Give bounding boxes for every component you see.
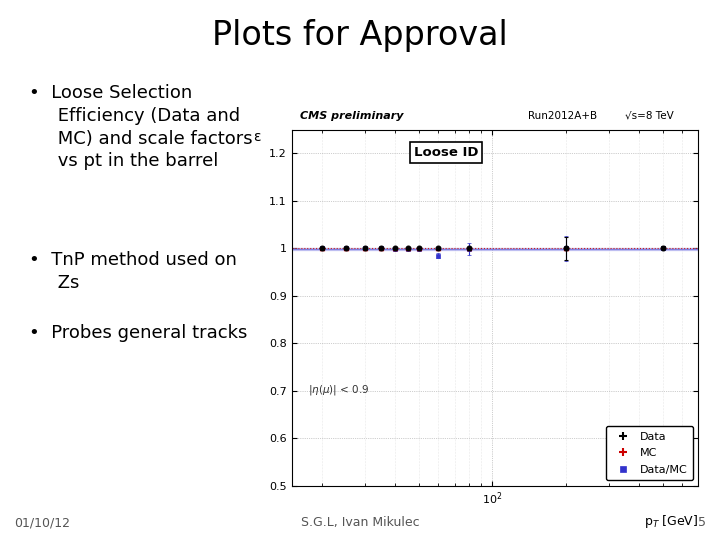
Text: S.G.L, Ivan Mikulec: S.G.L, Ivan Mikulec [301,516,419,529]
Text: •  TnP method used on
     Zs: • TnP method used on Zs [29,251,237,292]
Text: p$_T$ [GeV]: p$_T$ [GeV] [644,513,698,530]
Text: Run2012A+B: Run2012A+B [528,111,597,121]
Text: Plots for Approval: Plots for Approval [212,19,508,52]
Text: •  Probes general tracks: • Probes general tracks [29,324,247,342]
Text: •  Loose Selection
     Efficiency (Data and
     MC) and scale factors
     vs : • Loose Selection Efficiency (Data and M… [29,84,253,171]
Text: 5: 5 [698,516,706,529]
Text: |$\eta$($\mu$)| < 0.9: |$\eta$($\mu$)| < 0.9 [308,383,369,397]
Text: Loose ID: Loose ID [414,146,478,159]
Text: ε: ε [253,130,261,144]
Text: √s=8 TeV: √s=8 TeV [625,111,674,121]
Text: 01/10/12: 01/10/12 [14,516,71,529]
Legend: Data, MC, Data/MC: Data, MC, Data/MC [606,426,693,481]
Text: CMS preliminary: CMS preliminary [300,111,403,121]
